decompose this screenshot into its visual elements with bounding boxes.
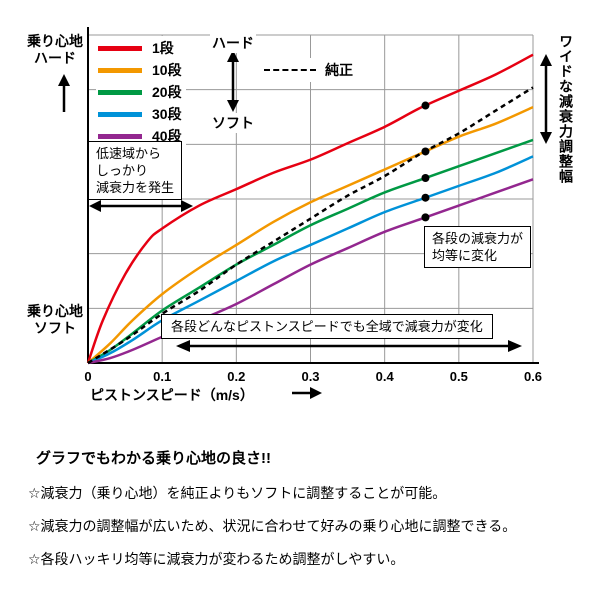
series-line-30段 bbox=[87, 155, 534, 365]
hard-soft-double-arrow bbox=[227, 50, 239, 112]
legend-swatch bbox=[98, 133, 142, 139]
annotation-equal-change: 各段の減衰力が 均等に変化 bbox=[424, 226, 532, 268]
legend-label: 40段 bbox=[152, 128, 182, 144]
legend-label: 10段 bbox=[152, 62, 182, 78]
legend-swatch bbox=[98, 111, 142, 117]
series-line-40段 bbox=[87, 178, 534, 365]
footer-bullet: ☆各段ハッキリ均等に減衰力が変わるため調整がしやすい。 bbox=[28, 551, 405, 567]
legend-swatch bbox=[98, 67, 142, 73]
series-line-1段 bbox=[86, 53, 534, 364]
series-line-10段 bbox=[87, 106, 534, 364]
legend-swatch bbox=[98, 89, 142, 95]
footer-text-block: グラフでもわかる乗り心地の良さ!! ☆減衰力（乗り心地）を純正よりもソフトに調整… bbox=[28, 447, 588, 582]
x-tick-label: 0.2 bbox=[227, 369, 246, 384]
right-axis-label: ワイドな減衰力調整幅 bbox=[558, 34, 574, 184]
low-speed-range-double-arrow bbox=[89, 200, 193, 212]
legend-item: 10段 bbox=[98, 59, 182, 81]
legend-swatch bbox=[98, 45, 142, 51]
y-axis-label-soft: 乗り心地 ソフト bbox=[27, 303, 83, 336]
arrows-layer bbox=[58, 50, 552, 399]
y-axis-label-hard: 乗り心地 ハード bbox=[27, 33, 83, 66]
series-line-純正 bbox=[87, 86, 534, 365]
annotation-full-range: 各段どんなピストンスピードでも全域で減衰力が変化 bbox=[161, 314, 493, 339]
legend-item: 20段 bbox=[98, 81, 182, 103]
x-tick-label: 0.1 bbox=[153, 369, 172, 384]
legend-item-stock: 純正 bbox=[260, 58, 357, 82]
legend-item: 1段 bbox=[98, 37, 182, 59]
x-tick-label: 0.5 bbox=[449, 369, 468, 384]
y-axis-up-arrow bbox=[58, 74, 70, 112]
x-tick-label: 0.3 bbox=[301, 369, 320, 384]
x-tick-label: 0.6 bbox=[523, 369, 543, 384]
x-tick-label: 0 bbox=[84, 369, 92, 384]
legend-label: 1段 bbox=[152, 40, 174, 56]
legend-label: 30段 bbox=[152, 106, 182, 122]
series-line-20段 bbox=[87, 138, 534, 365]
x-axis-direction-arrow bbox=[292, 387, 322, 399]
footer-bullet: ☆減衰力（乗り心地）を純正よりもソフトに調整することが可能。 bbox=[28, 485, 447, 501]
full-range-double-arrow bbox=[176, 340, 522, 352]
stock-label: 純正 bbox=[325, 62, 353, 78]
dot-marker-1段 bbox=[421, 101, 430, 110]
footer-heading: グラフでもわかる乗り心地の良さ!! bbox=[36, 450, 271, 467]
adjust-range-double-arrow bbox=[540, 54, 552, 144]
dot-marker-30段 bbox=[421, 193, 430, 202]
annotation-low-speed: 低速域から しっかり 減衰力を発生 bbox=[88, 141, 183, 200]
dot-marker-40段 bbox=[421, 213, 430, 222]
x-axis-title: ピストンスピード（m/s） bbox=[90, 387, 254, 403]
legend-soft-label: ソフト bbox=[210, 113, 256, 133]
legend-hard-label: ハード bbox=[210, 33, 256, 53]
stock-dashed-swatch bbox=[264, 69, 316, 71]
dot-marker-10段 bbox=[421, 147, 430, 156]
footer-bullet: ☆減衰力の調整幅が広いため、状況に合わせて好みの乗り心地に調整できる。 bbox=[28, 518, 517, 534]
x-tick-label: 0.4 bbox=[375, 369, 394, 384]
dot-marker-20段 bbox=[421, 174, 430, 183]
legend-item: 40段 bbox=[98, 125, 182, 147]
legend-label: 20段 bbox=[152, 84, 182, 100]
x-axis-ticks: 0 0.1 0.2 0.3 0.4 0.5 0.6 bbox=[0, 369, 600, 385]
legend-item: 30段 bbox=[98, 103, 182, 125]
legend: 1段 10段 20段 30段 40段 bbox=[96, 36, 186, 148]
